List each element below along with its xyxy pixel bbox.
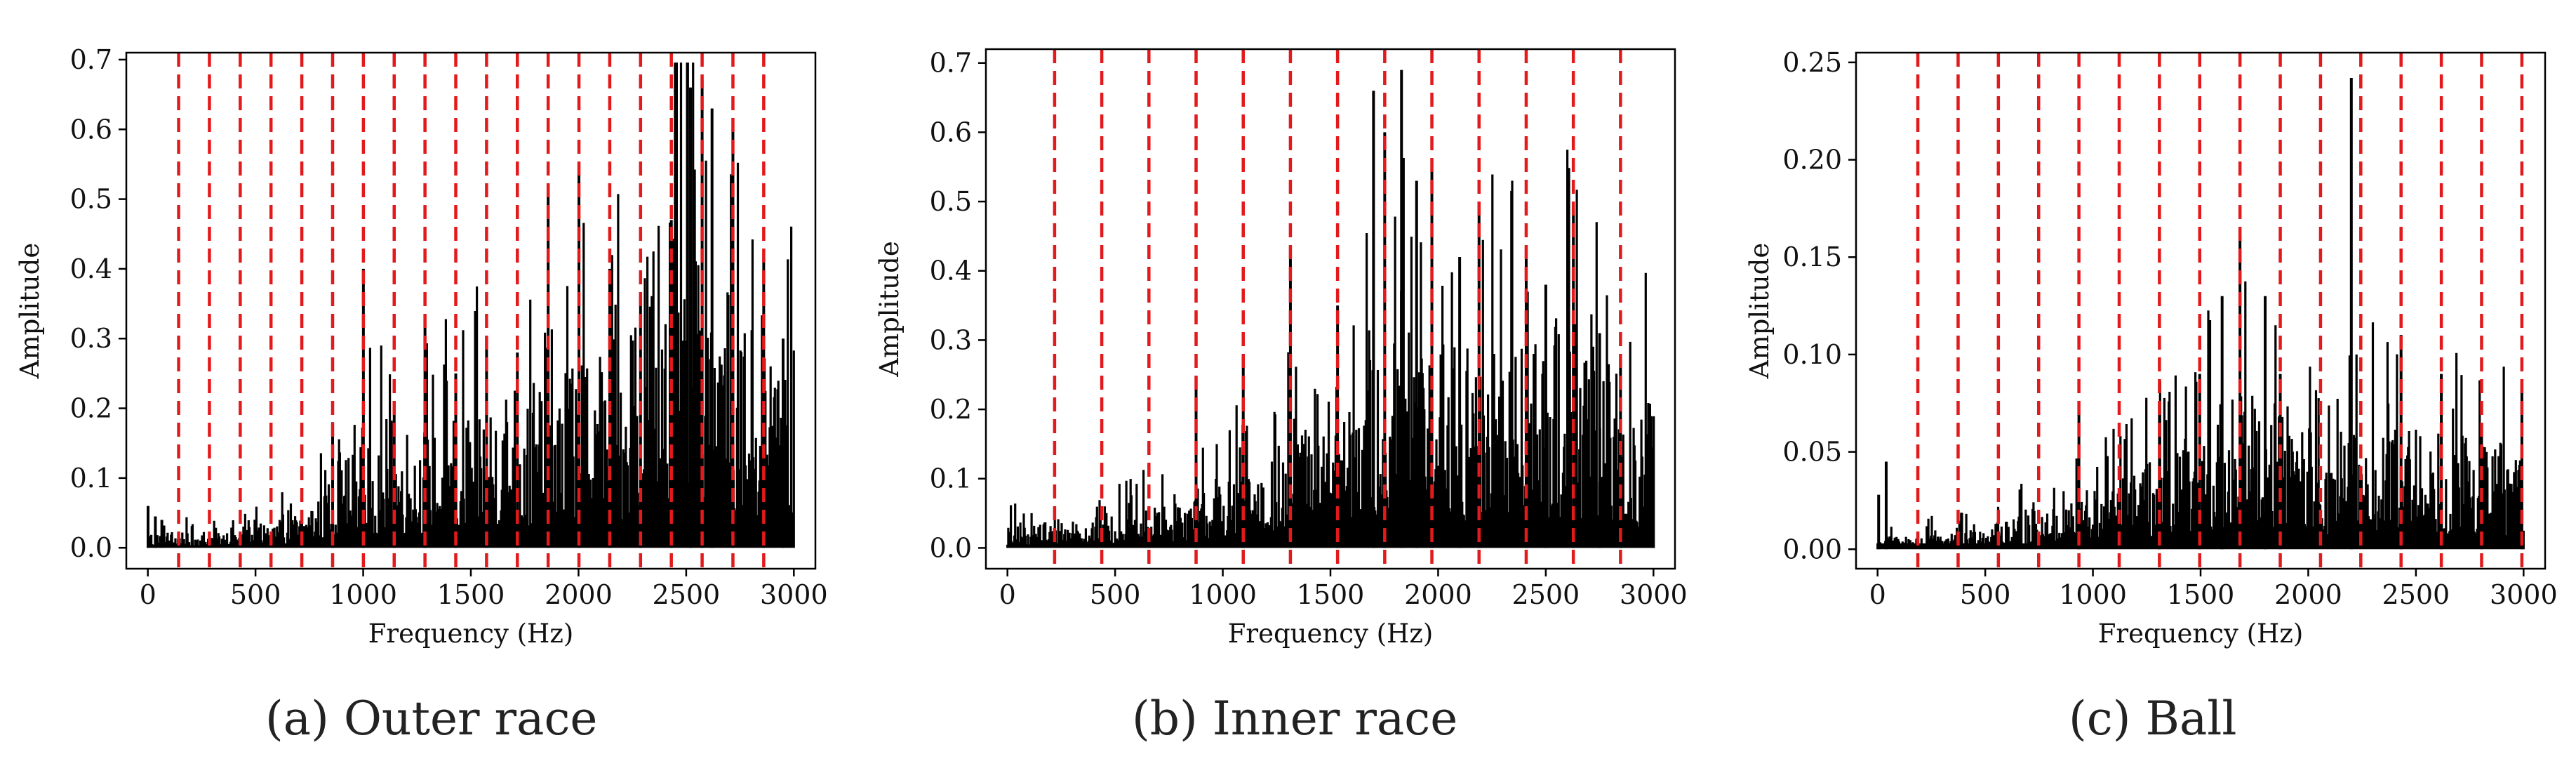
y-tick-label-outer-race-1: 0.1 [70, 463, 112, 494]
x-axis-label-ball: Frequency (Hz) [2098, 619, 2304, 649]
y-tick-label-outer-race-0: 0.0 [70, 532, 112, 563]
y-tick-label-ball-2: 0.10 [1782, 339, 1842, 370]
y-tick-label-inner-race-7: 0.7 [930, 48, 972, 79]
y-tick-label-inner-race-1: 0.1 [930, 463, 972, 494]
x-axis-label-outer-race: Frequency (Hz) [368, 619, 574, 649]
x-tick-label-outer-race-2: 1000 [329, 579, 397, 610]
y-tick-label-inner-race-0: 0.0 [930, 532, 972, 563]
x-tick-label-outer-race-4: 2000 [545, 579, 613, 610]
signal-spectrum-outer-race [147, 62, 795, 548]
x-tick-label-ball-5: 2500 [2382, 579, 2450, 610]
x-tick-label-inner-race-2: 1000 [1189, 579, 1257, 610]
x-tick-label-ball-3: 1500 [2167, 579, 2235, 610]
y-tick-label-inner-race-3: 0.3 [930, 324, 972, 355]
x-tick-label-inner-race-3: 1500 [1297, 579, 1365, 610]
caption-outer-race: (a) Outer race [265, 692, 598, 746]
y-tick-label-inner-race-4: 0.4 [930, 256, 972, 286]
y-tick-label-ball-4: 0.20 [1782, 145, 1842, 176]
y-tick-label-inner-race-5: 0.5 [930, 186, 972, 217]
signal-spectrum-inner-race [1006, 150, 1655, 548]
x-tick-label-inner-race-5: 2500 [1512, 579, 1580, 610]
y-tick-label-outer-race-6: 0.6 [70, 114, 112, 145]
caption-inner-race: (b) Inner race [1132, 692, 1458, 746]
y-tick-label-ball-5: 0.25 [1782, 47, 1842, 78]
x-tick-label-ball-1: 500 [1960, 579, 2011, 610]
y-tick-label-ball-1: 0.05 [1782, 437, 1842, 468]
chart-outer-race: 0 500 1000 1500 2000 2500 3000 0.0 0.1 0.2 0.3 0.4 0… [15, 44, 828, 649]
x-tick-label-outer-race-3: 1500 [437, 579, 505, 610]
x-axis-label-inner-race: Frequency (Hz) [1228, 619, 1434, 649]
x-tick-label-outer-race-5: 2500 [653, 579, 721, 610]
y-tick-label-outer-race-3: 0.3 [70, 323, 112, 354]
y-tick-label-ball-0: 0.00 [1782, 534, 1842, 564]
y-axis-label-ball: Amplitude [1744, 243, 1775, 379]
x-tick-label-ball-4: 2000 [2274, 579, 2342, 610]
x-tick-label-ball-2: 1000 [2059, 579, 2127, 610]
x-tick-label-outer-race-6: 3000 [760, 579, 828, 610]
y-tick-label-inner-race-6: 0.6 [930, 117, 972, 147]
chart-inner-race: 0 500 1000 1500 2000 2500 3000 0.0 0.1 0.2 0.3 0.4 0… [874, 48, 1688, 649]
y-tick-label-outer-race-5: 0.5 [70, 184, 112, 215]
y-tick-label-outer-race-4: 0.4 [70, 253, 112, 284]
x-tick-label-ball-0: 0 [1869, 579, 1886, 610]
y-axis-label-inner-race: Amplitude [874, 241, 905, 377]
x-tick-label-inner-race-1: 500 [1090, 579, 1141, 610]
x-tick-label-outer-race-0: 0 [140, 579, 156, 610]
x-tick-label-ball-6: 3000 [2490, 579, 2558, 610]
x-tick-label-inner-race-4: 2000 [1404, 579, 1472, 610]
x-tick-label-inner-race-6: 3000 [1620, 579, 1688, 610]
x-tick-label-inner-race-0: 0 [999, 579, 1016, 610]
y-tick-label-outer-race-7: 0.7 [70, 44, 112, 75]
caption-ball: (c) Ball [2069, 692, 2237, 746]
x-tick-label-outer-race-1: 500 [230, 579, 281, 610]
chart-ball: 0 500 1000 1500 2000 2500 3000 0.00 0.05 0.10 0.15… [1744, 47, 2558, 649]
y-axis-label-outer-race: Amplitude [15, 243, 45, 379]
y-tick-label-inner-race-2: 0.2 [930, 394, 972, 425]
y-tick-label-ball-3: 0.15 [1782, 242, 1842, 272]
y-tick-label-outer-race-2: 0.2 [70, 393, 112, 424]
